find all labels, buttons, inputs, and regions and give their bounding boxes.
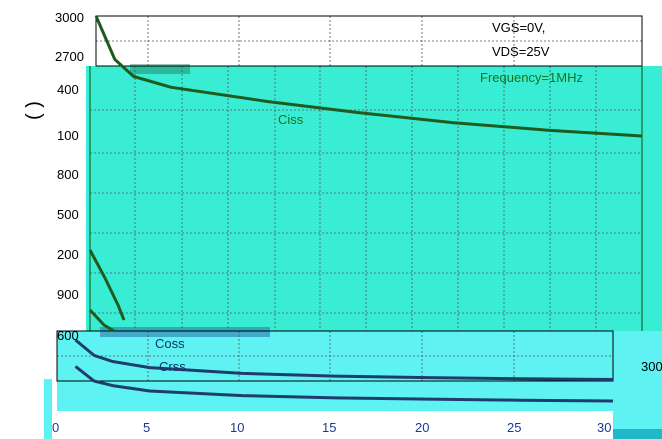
coss-curve <box>74 338 614 381</box>
y-tick-label: 100 <box>57 128 79 143</box>
y-axis-label: ( ) <box>23 101 45 120</box>
upper-cyan-band <box>86 66 662 331</box>
crss-curve <box>74 365 614 403</box>
top-plot-frame <box>95 15 643 67</box>
x-tick-label: 5 <box>143 420 150 435</box>
vgs-condition: VGS=0V, <box>492 20 545 35</box>
series-label-coss: Coss <box>155 336 185 351</box>
noise-strip <box>100 327 270 337</box>
noise-strip-2 <box>130 64 190 74</box>
frequency-condition: Frequency=1MHz <box>480 70 583 85</box>
series-label-crss: Crss <box>159 359 186 374</box>
right-cyan-strip <box>613 331 662 439</box>
y-tick-label: 800 <box>57 167 79 182</box>
y-tick-label: 900 <box>57 287 79 302</box>
grid-lines <box>57 16 642 381</box>
y-tick-label: 3000 <box>55 10 84 25</box>
y-tick-label-right: 300 <box>641 359 662 374</box>
axis-edge-strip <box>44 379 52 439</box>
y-tick-label: 2700 <box>55 49 84 64</box>
axis-edge-strip-2 <box>613 429 662 439</box>
ciss-curve <box>94 15 643 138</box>
y-tick-label: 400 <box>57 82 79 97</box>
lower-plot-frame <box>56 330 614 382</box>
y-tick-label: 600 <box>57 328 79 343</box>
vds-condition: VDS=25V <box>492 44 550 59</box>
coss-fragment <box>88 249 126 321</box>
x-tick-label: 20 <box>415 420 429 435</box>
crss-fragment <box>88 308 115 333</box>
x-tick-label: 30 <box>597 420 611 435</box>
x-tick-label: 25 <box>507 420 521 435</box>
y-tick-label: 500 <box>57 207 79 222</box>
x-tick-label: 10 <box>230 420 244 435</box>
x-tick-label: 0 <box>52 420 59 435</box>
x-tick-label: 15 <box>322 420 336 435</box>
y-tick-label: 200 <box>57 247 79 262</box>
series-label-ciss: Ciss <box>278 112 304 127</box>
curves <box>74 15 643 403</box>
